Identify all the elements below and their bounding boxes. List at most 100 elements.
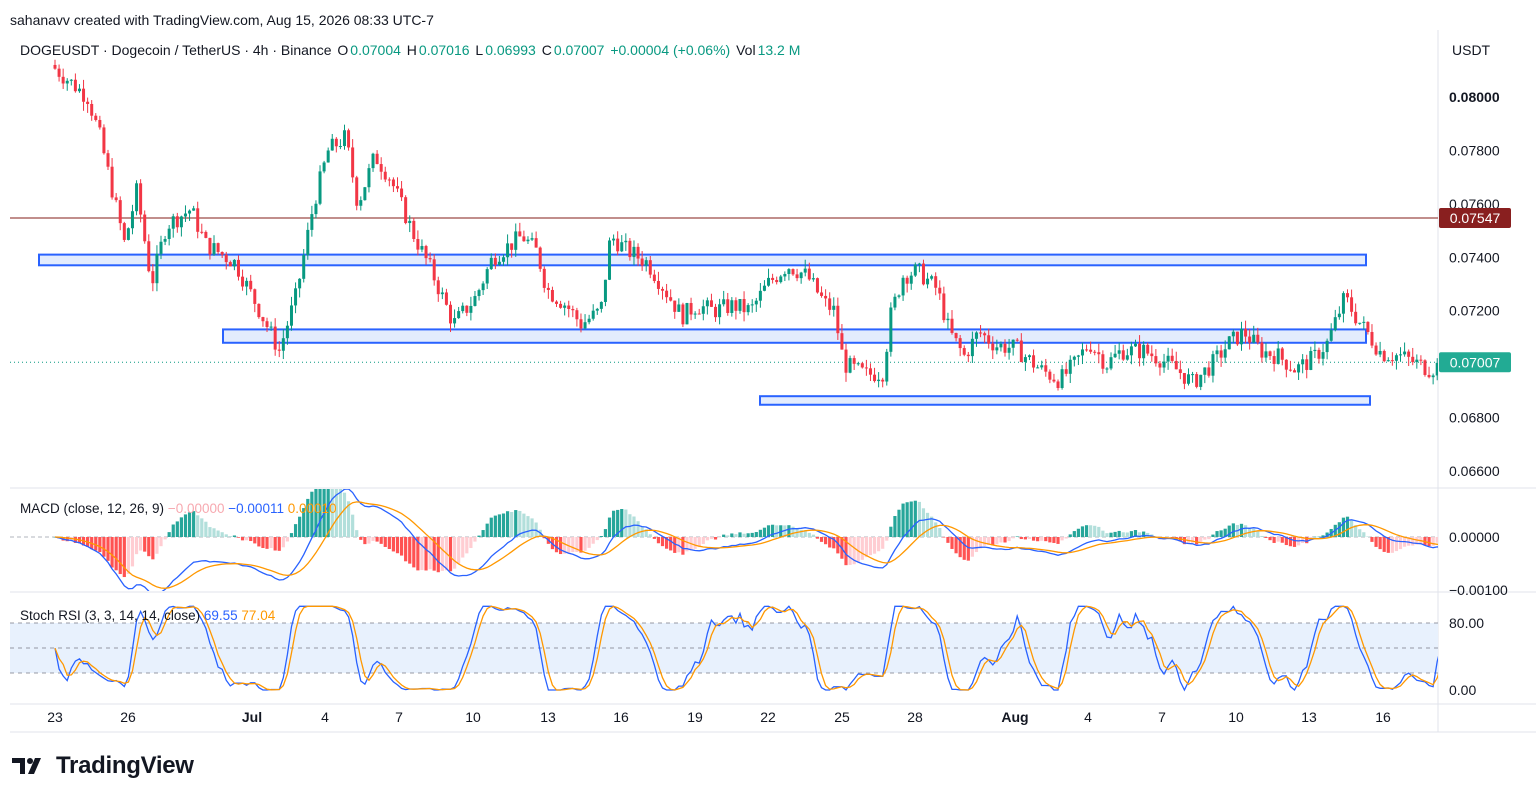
symbol-title[interactable]: DOGEUSDT · Dogecoin / TetherUS · 4h · Bi…	[20, 42, 332, 58]
macd-histogram-bar	[265, 537, 269, 549]
macd-legend[interactable]: MACD (close, 12, 26, 9) −0.00000 −0.0001…	[20, 501, 337, 516]
stoch-tick-label: 80.00	[1449, 615, 1484, 631]
candle-body	[1219, 350, 1223, 358]
candle-body	[1394, 355, 1398, 361]
macd-histogram-bar	[526, 516, 530, 537]
macd-histogram-bar	[489, 517, 493, 537]
candle-body	[265, 321, 269, 327]
candle-body	[860, 363, 864, 368]
candle-body	[991, 343, 995, 351]
macd-histogram-bar	[652, 537, 656, 539]
macd-histogram-bar	[118, 537, 122, 575]
candle-body	[432, 259, 436, 281]
macd-histogram-bar	[1060, 537, 1064, 541]
macd-histogram-bar	[599, 536, 603, 537]
macd-histogram-bar	[1256, 531, 1260, 537]
chart-attribution: sahanavv created with TradingView.com, A…	[10, 12, 434, 28]
candle-body	[697, 313, 701, 315]
x-tick-label: 19	[687, 709, 703, 725]
candle-body	[1419, 359, 1423, 361]
candle-body	[322, 162, 326, 172]
macd-histogram-bar	[1093, 525, 1097, 537]
candle-body	[1048, 371, 1052, 380]
x-tick-label: 25	[834, 709, 850, 725]
candle-body	[1399, 354, 1403, 356]
candle-body	[273, 326, 277, 350]
macd-histogram-bar	[1097, 526, 1101, 537]
macd-histogram-bar	[432, 537, 436, 571]
candle-body	[636, 246, 640, 259]
tradingview-brand[interactable]: TradingView	[12, 752, 194, 780]
x-tick-label: 10	[1228, 709, 1244, 725]
macd-histogram-bar	[163, 537, 167, 540]
macd-histogram-bar	[677, 537, 681, 553]
macd-histogram-bar	[359, 537, 363, 540]
candle-body	[742, 299, 746, 313]
candle-body	[1174, 360, 1178, 370]
macd-histogram-bar	[754, 532, 758, 537]
candle-body	[1056, 381, 1060, 388]
axis-currency[interactable]: USDT	[1452, 42, 1491, 58]
candle-body	[848, 358, 852, 373]
candle-body	[1076, 355, 1080, 357]
macd-histogram-bar	[436, 537, 440, 573]
macd-histogram-bar	[1362, 532, 1366, 537]
candle-body	[94, 115, 98, 120]
macd-histogram-bar	[473, 537, 477, 542]
candle-body	[448, 304, 452, 324]
macd-histogram-bar	[1288, 537, 1293, 547]
candle-body	[212, 243, 216, 255]
candle-body	[1386, 360, 1390, 362]
macd-histogram-bar	[775, 525, 779, 537]
candle-body	[1309, 351, 1313, 370]
macd-histogram-bar	[571, 537, 575, 553]
candle-body	[1341, 293, 1345, 314]
candle-body	[110, 166, 114, 198]
macd-histogram-bar	[167, 532, 171, 537]
candle-body	[1301, 359, 1305, 365]
candle-body	[571, 308, 575, 311]
macd-histogram-bar	[171, 524, 175, 537]
candle-body	[661, 288, 665, 291]
candle-body	[1052, 379, 1056, 382]
macd-histogram-bar	[355, 530, 359, 537]
candle-body	[1411, 356, 1415, 363]
macd-histogram-bar	[196, 515, 200, 537]
macd-histogram-bar	[938, 528, 942, 537]
macd-histogram-bar	[240, 537, 245, 541]
macd-histogram-bar	[412, 537, 416, 568]
macd-histogram-bar	[791, 526, 795, 537]
macd-histogram-bar	[530, 518, 534, 537]
candle-body	[632, 246, 636, 258]
candle-body	[897, 295, 901, 297]
macd-histogram-bar	[607, 517, 612, 537]
candle-body	[204, 231, 208, 238]
macd-histogram-bar	[236, 537, 241, 538]
stoch-legend[interactable]: Stoch RSI (3, 3, 14, 14, close) 69.55 77…	[20, 608, 275, 623]
brand-name: TradingView	[56, 752, 194, 779]
macd-histogram-bar	[1019, 537, 1023, 540]
candle-body	[1248, 336, 1252, 343]
macd-histogram-bar	[298, 516, 302, 537]
x-tick-label: 16	[1375, 709, 1391, 725]
candle-body	[807, 268, 811, 280]
macd-histogram-bar	[685, 537, 689, 552]
macd-histogram-bar	[726, 535, 730, 537]
open-label: O	[337, 42, 349, 58]
macd-histogram-bar	[155, 537, 159, 554]
candle-body	[750, 304, 754, 306]
macd-histogram-bar	[375, 537, 379, 542]
candle-body	[192, 208, 196, 211]
candle-body	[200, 231, 204, 233]
price-tick-label: 0.07400	[1449, 249, 1500, 265]
candle-body	[1403, 351, 1407, 355]
candle-body	[1358, 322, 1362, 324]
macd-histogram-bar	[126, 537, 130, 575]
macd-histogram-bar	[1239, 523, 1244, 537]
candle-body	[391, 179, 395, 187]
candle-body	[1362, 321, 1366, 323]
macd-histogram-bar	[901, 503, 905, 537]
candle-body	[416, 239, 420, 250]
macd-histogram-bar	[554, 537, 559, 553]
